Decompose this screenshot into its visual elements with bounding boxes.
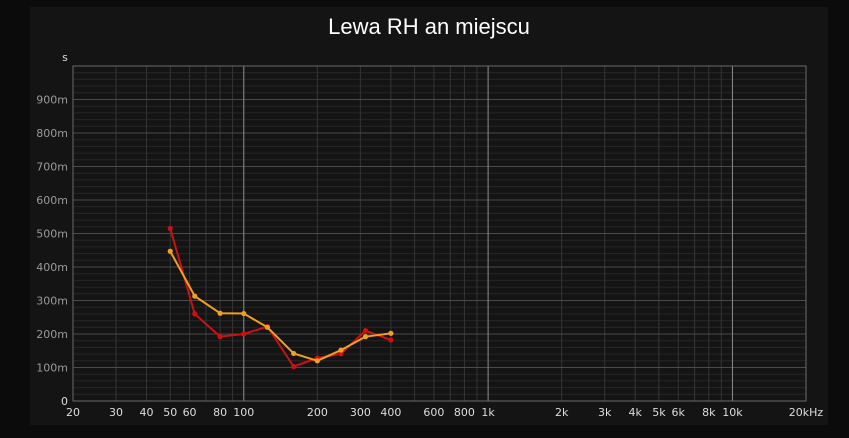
series-1-point xyxy=(291,363,297,370)
x-tick-label: 100 xyxy=(233,406,254,419)
x-tick-label: 8k xyxy=(702,406,716,419)
series-2-point xyxy=(338,347,344,353)
x-tick-label: 300 xyxy=(350,406,371,419)
x-tick-label: 400 xyxy=(380,406,401,419)
series-1-point xyxy=(241,331,247,337)
series-2-point xyxy=(314,358,320,364)
y-tick-labels: 0 100m 200m 300m 400m 500m 600m 700m 800m 900m xyxy=(36,94,68,409)
y-tick-label: 600m xyxy=(36,194,68,207)
x-tick-label: 200 xyxy=(307,406,328,419)
series-2-point xyxy=(388,330,394,336)
x-tick-label: 1k xyxy=(481,406,495,419)
x-tick-labels: 20 30 40 50 60 80 100 200 300 400 600 800 1k 2k 3k 4k 5k… xyxy=(66,406,823,419)
series-line-1 xyxy=(169,228,392,368)
x-tick-label: 30 xyxy=(109,406,123,419)
y-tick-label: 300m xyxy=(36,295,68,308)
y-tick-label: 400m xyxy=(36,261,68,274)
y-tick-label: 800m xyxy=(36,127,68,140)
y-tick-label: 500m xyxy=(36,228,68,241)
series-1-point xyxy=(338,351,344,357)
series-2-point xyxy=(192,293,198,299)
y-axis-unit: s xyxy=(62,51,68,64)
series-2-point xyxy=(362,334,369,340)
x-tick-label: 800 xyxy=(454,406,475,419)
series-1-point xyxy=(388,337,394,343)
series-1-point xyxy=(167,225,173,232)
x-tick-label: 20 xyxy=(66,406,80,419)
x-tick-label: 2k xyxy=(555,406,569,419)
x-tick-label: 4k xyxy=(629,406,643,419)
y-tick-label: 900m xyxy=(36,94,68,107)
y-tick-label: 0 xyxy=(61,395,68,408)
series-2-point xyxy=(217,310,223,316)
series-2-point xyxy=(291,350,297,357)
x-tick-label: 20kHz xyxy=(789,406,824,419)
grid-minor xyxy=(72,66,807,401)
y-tick-label: 200m xyxy=(36,328,68,341)
x-tick-label: 6k xyxy=(672,406,686,419)
x-tick-label: 40 xyxy=(140,406,154,419)
x-tick-label: 80 xyxy=(213,406,227,419)
x-tick-label: 600 xyxy=(423,406,444,419)
series-2-point xyxy=(167,248,173,254)
series-1-point xyxy=(192,311,198,317)
plot-frame xyxy=(72,65,807,402)
x-tick-label: 10k xyxy=(722,406,743,419)
y-tick-label: 700m xyxy=(36,161,68,174)
series-1-point xyxy=(362,328,369,334)
series-2-point xyxy=(264,324,271,330)
chart-title: Lewa RH an miejscu xyxy=(328,14,530,39)
grid-major xyxy=(73,66,806,402)
x-tick-label: 60 xyxy=(183,406,197,419)
series-layer xyxy=(167,225,394,370)
y-tick-label: 100m xyxy=(36,362,68,375)
x-tick-label: 5k xyxy=(652,406,666,419)
series-2-point xyxy=(241,310,247,317)
series-1-point xyxy=(217,334,223,340)
x-tick-label: 3k xyxy=(598,406,612,419)
series-line-2 xyxy=(169,250,392,362)
x-tick-label: 50 xyxy=(163,406,177,419)
